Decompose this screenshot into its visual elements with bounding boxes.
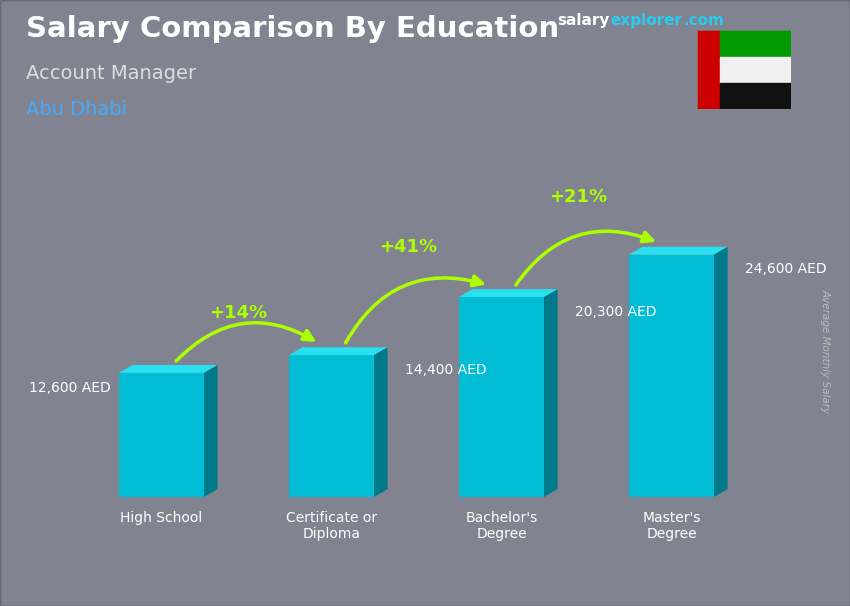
Polygon shape xyxy=(544,289,558,497)
Text: .com: .com xyxy=(683,13,724,28)
Polygon shape xyxy=(119,365,218,373)
Polygon shape xyxy=(714,247,728,497)
Bar xyxy=(720,83,790,109)
Polygon shape xyxy=(204,365,218,497)
Text: Abu Dhabi: Abu Dhabi xyxy=(26,100,127,119)
Text: +21%: +21% xyxy=(549,188,607,205)
Bar xyxy=(0,424,850,606)
Text: salary: salary xyxy=(557,13,609,28)
Text: 24,600 AED: 24,600 AED xyxy=(745,262,826,276)
Bar xyxy=(720,30,790,56)
Polygon shape xyxy=(374,347,388,497)
Bar xyxy=(289,355,374,497)
Text: Average Monthly Salary: Average Monthly Salary xyxy=(820,290,830,413)
Text: +41%: +41% xyxy=(379,238,437,256)
Polygon shape xyxy=(459,289,558,297)
Text: Salary Comparison By Education: Salary Comparison By Education xyxy=(26,15,558,43)
Bar xyxy=(697,30,720,109)
Text: Account Manager: Account Manager xyxy=(26,64,196,82)
Text: 20,300 AED: 20,300 AED xyxy=(575,305,656,319)
Text: 12,600 AED: 12,600 AED xyxy=(29,381,111,395)
Bar xyxy=(459,297,544,497)
Bar xyxy=(119,373,204,497)
Bar xyxy=(720,56,790,83)
Bar xyxy=(0,0,128,606)
Bar xyxy=(629,255,714,497)
Polygon shape xyxy=(289,347,388,355)
Text: explorer: explorer xyxy=(610,13,683,28)
Text: +14%: +14% xyxy=(209,304,267,322)
Text: 14,400 AED: 14,400 AED xyxy=(405,363,486,377)
Polygon shape xyxy=(629,247,728,255)
Bar xyxy=(425,0,850,303)
